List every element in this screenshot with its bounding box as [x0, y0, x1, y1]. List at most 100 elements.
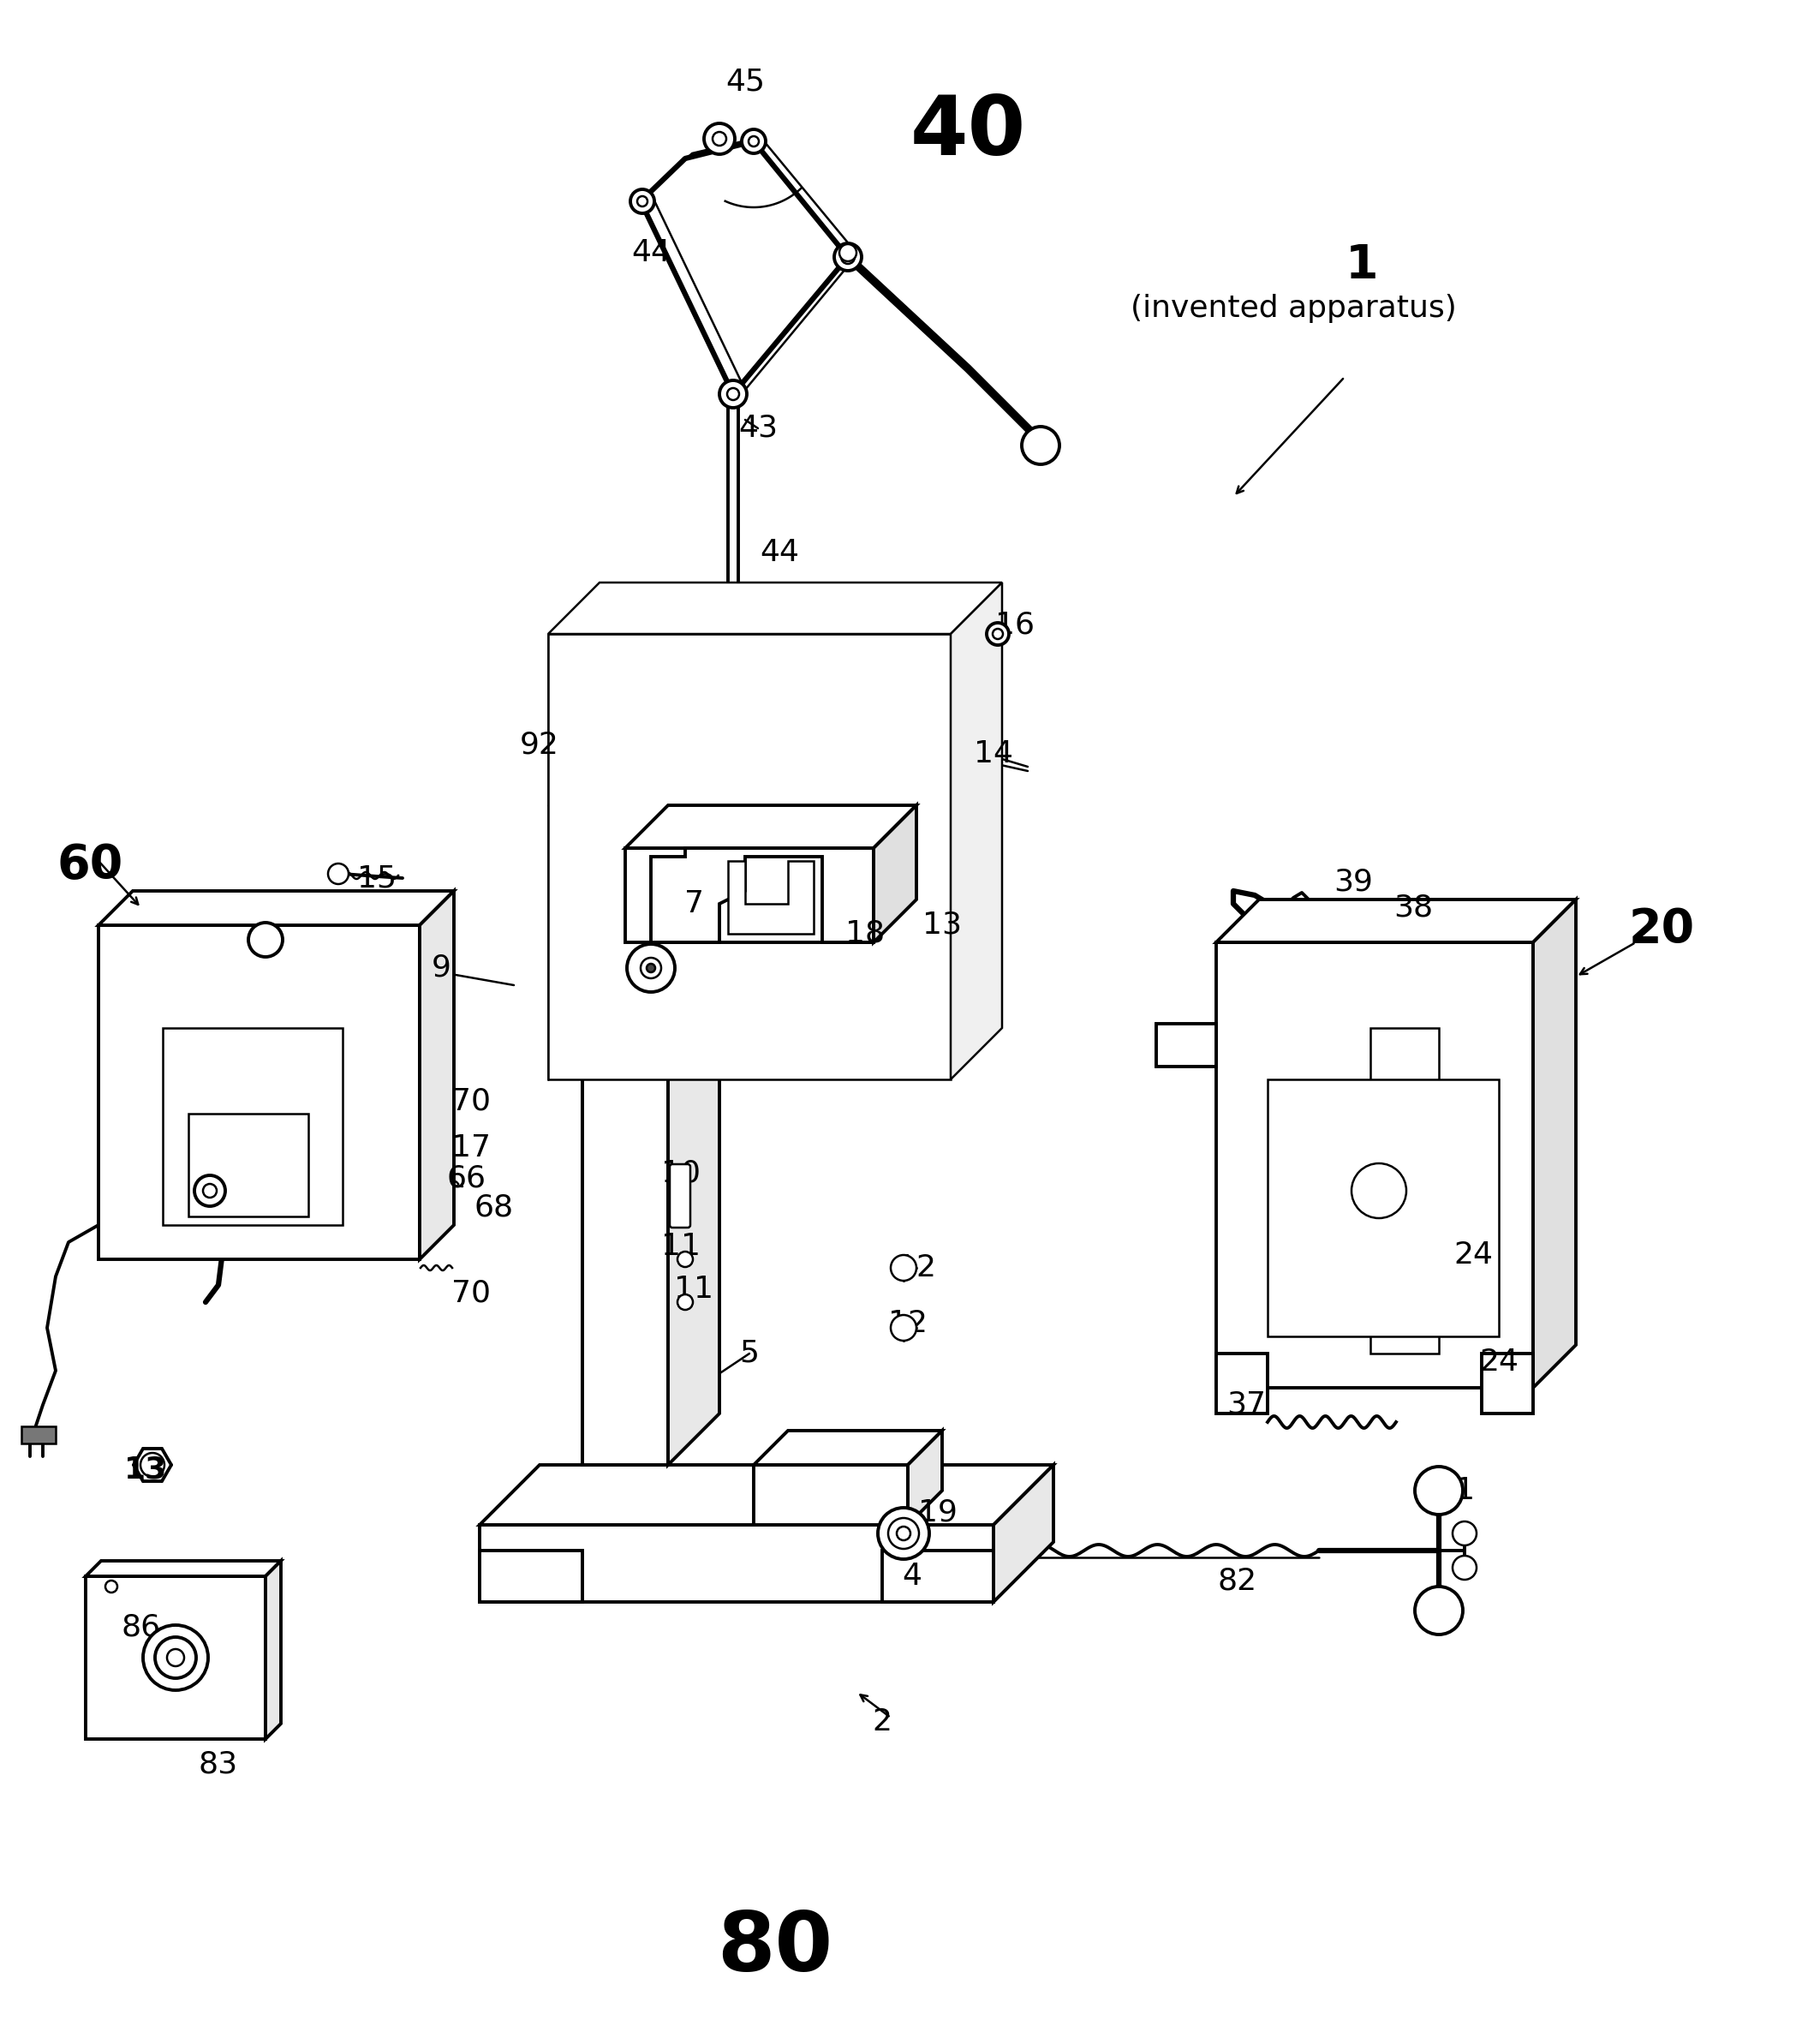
Polygon shape — [1217, 1353, 1267, 1414]
Text: 18: 18 — [846, 920, 884, 948]
Polygon shape — [1483, 1353, 1533, 1414]
Polygon shape — [626, 805, 917, 848]
Circle shape — [143, 1625, 208, 1690]
Polygon shape — [994, 1466, 1054, 1602]
Polygon shape — [479, 1551, 582, 1602]
Polygon shape — [479, 1466, 1054, 1525]
Text: 39: 39 — [1334, 869, 1372, 897]
Circle shape — [720, 380, 747, 407]
Text: 80: 80 — [718, 1909, 833, 1989]
Text: (invented apparatus): (invented apparatus) — [1130, 294, 1455, 323]
Text: 68: 68 — [474, 1194, 513, 1222]
Text: 24: 24 — [1454, 1241, 1493, 1269]
Text: 20: 20 — [1629, 905, 1694, 953]
Polygon shape — [882, 1551, 994, 1602]
Text: 45: 45 — [725, 67, 765, 96]
Polygon shape — [582, 746, 667, 1466]
Text: 5: 5 — [739, 1339, 759, 1367]
Circle shape — [627, 944, 674, 991]
Text: 17: 17 — [452, 1132, 490, 1163]
Text: 15: 15 — [358, 863, 396, 893]
Polygon shape — [1217, 899, 1577, 942]
Circle shape — [891, 1255, 917, 1282]
Polygon shape — [667, 693, 720, 1466]
Text: 9: 9 — [432, 953, 450, 983]
Polygon shape — [1217, 942, 1533, 1388]
Text: 7: 7 — [683, 889, 703, 918]
Circle shape — [678, 1251, 692, 1267]
Text: 92: 92 — [521, 732, 559, 760]
Text: 11: 11 — [674, 1275, 714, 1304]
Polygon shape — [908, 1431, 942, 1525]
Circle shape — [155, 1637, 195, 1678]
Text: 12: 12 — [897, 1253, 937, 1282]
Text: 4: 4 — [902, 1562, 922, 1590]
Polygon shape — [98, 926, 419, 1259]
Polygon shape — [163, 1028, 342, 1224]
Polygon shape — [548, 634, 951, 1079]
Polygon shape — [479, 1525, 994, 1602]
Text: 66: 66 — [447, 1163, 486, 1192]
Circle shape — [640, 959, 662, 979]
Text: 44: 44 — [631, 239, 671, 268]
Circle shape — [839, 243, 857, 262]
Circle shape — [1352, 1163, 1407, 1218]
Text: 70: 70 — [452, 1085, 490, 1116]
Circle shape — [833, 243, 862, 270]
Text: 10: 10 — [662, 1159, 700, 1188]
Circle shape — [741, 129, 765, 153]
Circle shape — [749, 137, 759, 147]
Polygon shape — [754, 1431, 942, 1466]
Text: 81: 81 — [1436, 1476, 1475, 1504]
Circle shape — [248, 922, 282, 957]
Text: 70: 70 — [452, 1280, 490, 1308]
Text: 1: 1 — [1345, 243, 1378, 288]
Text: 60: 60 — [56, 842, 123, 889]
Circle shape — [647, 965, 654, 973]
Circle shape — [727, 388, 739, 401]
Circle shape — [703, 123, 734, 153]
Text: 38: 38 — [1394, 893, 1434, 922]
Polygon shape — [419, 891, 454, 1259]
Circle shape — [636, 196, 647, 206]
Text: 13: 13 — [125, 1455, 166, 1484]
Polygon shape — [1267, 1079, 1499, 1337]
Text: 44: 44 — [759, 538, 799, 566]
Circle shape — [195, 1175, 226, 1206]
Circle shape — [879, 1508, 929, 1560]
Circle shape — [1022, 427, 1059, 464]
Polygon shape — [729, 861, 814, 934]
Text: 82: 82 — [1219, 1566, 1257, 1594]
Polygon shape — [188, 1114, 309, 1216]
Circle shape — [1452, 1555, 1477, 1580]
Text: 16: 16 — [994, 611, 1034, 640]
Polygon shape — [1370, 1028, 1439, 1353]
FancyBboxPatch shape — [669, 1165, 691, 1228]
Polygon shape — [626, 848, 873, 942]
Text: 43: 43 — [738, 413, 777, 444]
Text: 19: 19 — [918, 1498, 958, 1527]
Circle shape — [1416, 1586, 1463, 1635]
Polygon shape — [548, 583, 1002, 634]
Circle shape — [891, 1314, 917, 1341]
Text: 13: 13 — [922, 912, 962, 940]
Circle shape — [1452, 1521, 1477, 1545]
Text: 11: 11 — [662, 1233, 700, 1261]
Polygon shape — [22, 1427, 56, 1443]
Text: 24: 24 — [1479, 1347, 1519, 1378]
Polygon shape — [1533, 899, 1577, 1388]
Polygon shape — [266, 1562, 280, 1739]
Circle shape — [678, 1294, 692, 1310]
Text: 40: 40 — [909, 92, 1025, 172]
Circle shape — [888, 1519, 918, 1549]
Text: 14: 14 — [975, 740, 1012, 769]
Text: 2: 2 — [871, 1707, 891, 1737]
Polygon shape — [98, 891, 454, 926]
Circle shape — [1416, 1468, 1463, 1515]
Polygon shape — [1157, 1024, 1217, 1067]
Text: 12: 12 — [888, 1308, 928, 1339]
Text: 37: 37 — [1226, 1390, 1266, 1419]
Text: 83: 83 — [199, 1750, 239, 1778]
Circle shape — [631, 190, 654, 213]
Polygon shape — [951, 583, 1002, 1079]
